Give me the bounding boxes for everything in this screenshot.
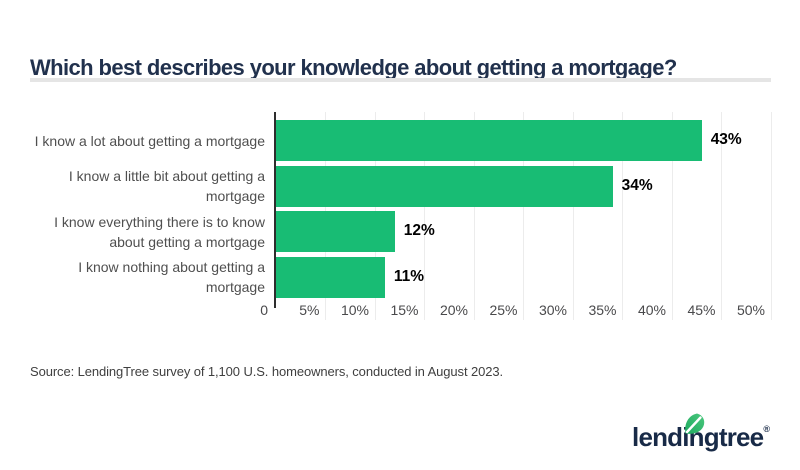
bar <box>276 120 702 161</box>
bar-value-label: 11% <box>393 267 425 285</box>
lendingtree-logo: lendingtree® <box>632 413 770 458</box>
x-tick-label: 5% <box>299 302 320 318</box>
gridline <box>721 112 722 320</box>
x-tick-label: 50% <box>736 302 765 318</box>
chart-title: Which best describes your knowledge abou… <box>30 54 677 80</box>
x-tick-label: 45% <box>687 302 716 318</box>
x-tick-label: 35% <box>588 302 617 318</box>
category-label: I know nothing about getting a mortgage <box>78 259 265 295</box>
bar <box>276 165 613 207</box>
category-label: I know a little bit about getting a mort… <box>68 168 265 204</box>
bar-value-label: 12% <box>403 222 435 239</box>
source-note: Source: LendingTree survey of 1,100 U.S.… <box>30 364 504 379</box>
x-tick-label: 20% <box>439 302 468 318</box>
gridline <box>523 112 524 320</box>
x-tick-label: 30% <box>538 302 567 318</box>
leaf-icon <box>685 413 705 434</box>
gridline <box>770 112 772 320</box>
gridline <box>473 112 475 320</box>
x-tick-label: 0 <box>260 302 268 318</box>
gridline <box>622 112 623 320</box>
x-tick-label: 40% <box>637 302 666 318</box>
category-label: I know everything there is to know about… <box>54 213 265 250</box>
registered-mark: ® <box>763 424 770 434</box>
bar <box>276 211 395 252</box>
category-label: I know a lot about getting a mortgage <box>34 132 265 149</box>
gridline <box>572 112 574 320</box>
y-axis-line <box>274 112 276 308</box>
gridline <box>671 112 673 320</box>
bar-value-label: 34% <box>621 176 653 194</box>
x-tick-label: 15% <box>390 302 419 318</box>
title-divider <box>30 78 771 82</box>
gridline <box>424 112 425 320</box>
x-tick-label: 10% <box>340 302 369 318</box>
x-tick-label: 25% <box>489 302 518 318</box>
bar-value-label: 43% <box>710 131 742 148</box>
bar <box>276 256 385 298</box>
bar-chart: 0 5% 10% 15% 20% 25% 30% 35% 40% 45% 50% 43% I know … <box>0 112 800 324</box>
